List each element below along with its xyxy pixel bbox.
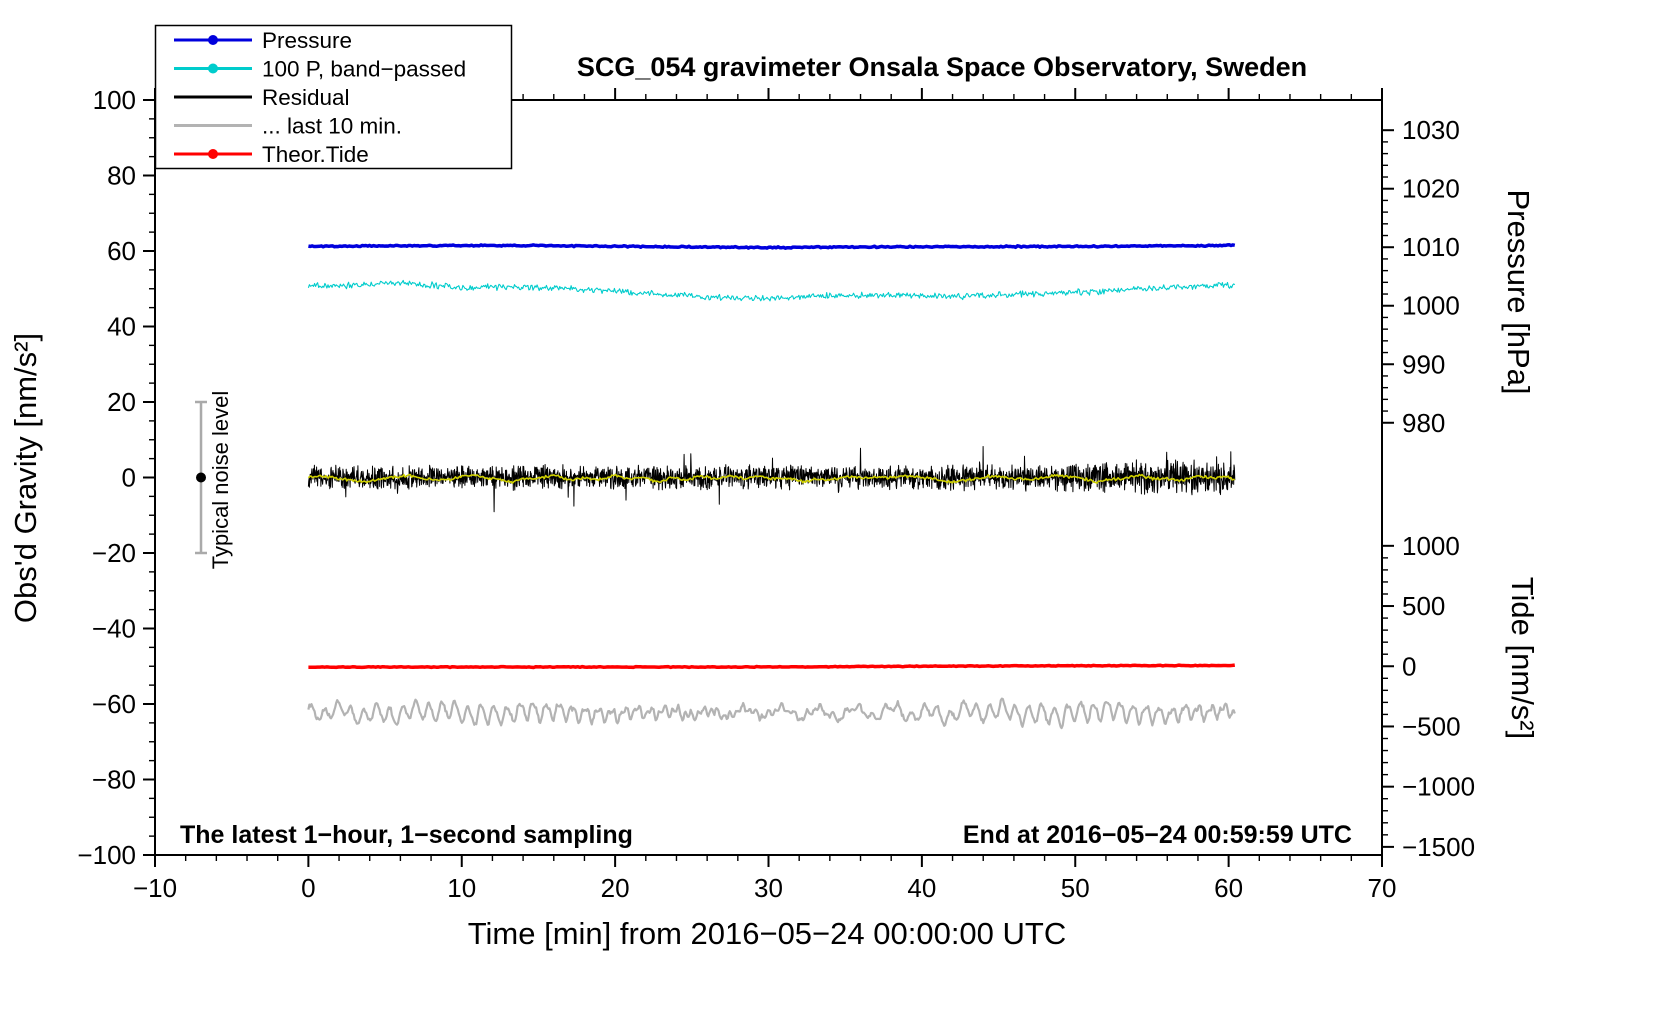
y-left-axis-label: Obs'd Gravity [nm/s²] (8, 333, 43, 623)
tide-tick-label: −1000 (1402, 772, 1475, 802)
pressure-tick-label: 980 (1402, 408, 1445, 438)
series-residual (307, 446, 1236, 513)
chart-title: SCG_054 gravimeter Onsala Space Observat… (577, 52, 1307, 82)
gravity-tick-label: 0 (122, 463, 136, 493)
x-tick-label: 10 (447, 873, 476, 903)
legend: Pressure 100 P, band−passed Residual ...… (154, 24, 513, 170)
legend-label-theortide: Theor.Tide (262, 142, 369, 167)
pressure-tick-label: 990 (1402, 349, 1445, 379)
gravity-tick-label: 100 (93, 85, 136, 115)
gravity-tick-label: −40 (92, 614, 136, 644)
gravity-tick-label: 20 (107, 387, 136, 417)
x-tick-label: 40 (907, 873, 936, 903)
x-tick-label: 50 (1061, 873, 1090, 903)
gravity-tick-label: 80 (107, 161, 136, 191)
legend-marker-bandpassed (208, 63, 218, 74)
annotation-layer (195, 400, 208, 555)
noise-level-marker (195, 400, 208, 555)
legend-label-pressure: Pressure (262, 28, 352, 53)
legend-label-bandpassed: 100 P, band−passed (262, 57, 466, 82)
sampling-annotation: The latest 1−hour, 1−second sampling (180, 821, 633, 849)
series-last-10-min-residual (307, 697, 1236, 730)
x-tick-label: 20 (601, 873, 630, 903)
pressure-tick-label: 1030 (1402, 115, 1460, 145)
pressure-tick-label: 1000 (1402, 291, 1460, 321)
x-tick-label: 60 (1214, 873, 1243, 903)
gravity-tick-label: −20 (92, 538, 136, 568)
tide-tick-label: −500 (1402, 711, 1461, 741)
gravity-tick-label: −60 (92, 689, 136, 719)
axes-layer: −10 0 10 20 30 40 50 60 70−100−80−60−40−20020406… (77, 85, 1475, 903)
gravity-tick-label: 40 (107, 312, 136, 342)
pressure-tick-label: 1020 (1402, 174, 1460, 204)
series-100-p-band-passed (307, 279, 1236, 302)
series-layer (307, 243, 1236, 730)
legend-label-residual: Residual (262, 85, 350, 110)
gravity-tick-label: −100 (77, 840, 136, 870)
tide-axis-label: Tide [nm/s²] (1505, 577, 1540, 740)
x-axis-label: Time [min] from 2016−05−24 00:00:00 UTC (468, 916, 1067, 951)
x-tick-label: 70 (1368, 873, 1397, 903)
tide-tick-label: −1500 (1402, 832, 1475, 862)
legend-marker-theortide (208, 149, 218, 159)
end-time-annotation: End at 2016−05−24 00:59:59 UTC (963, 821, 1352, 849)
gravity-tick-label: 60 (107, 236, 136, 266)
series-residual-smoothed (307, 473, 1235, 484)
tide-tick-label: 500 (1402, 591, 1445, 621)
tide-tick-label: 1000 (1402, 531, 1460, 561)
pressure-tick-label: 1010 (1402, 232, 1460, 262)
series-theor-tide (308, 663, 1236, 670)
gravity-tick-label: −80 (92, 765, 136, 795)
tide-tick-label: 0 (1402, 651, 1416, 681)
series-pressure (308, 243, 1236, 250)
pressure-axis-label: Pressure [hPa] (1501, 189, 1536, 394)
x-tick-label: 30 (754, 873, 783, 903)
x-tick-label: −10 (133, 873, 177, 903)
noise-level-label: Typical noise level (208, 391, 233, 570)
legend-label-last10min: ... last 10 min. (262, 114, 402, 139)
legend-marker-pressure (208, 35, 218, 45)
x-tick-label: 0 (301, 873, 315, 903)
noise-level-dot (196, 472, 207, 483)
